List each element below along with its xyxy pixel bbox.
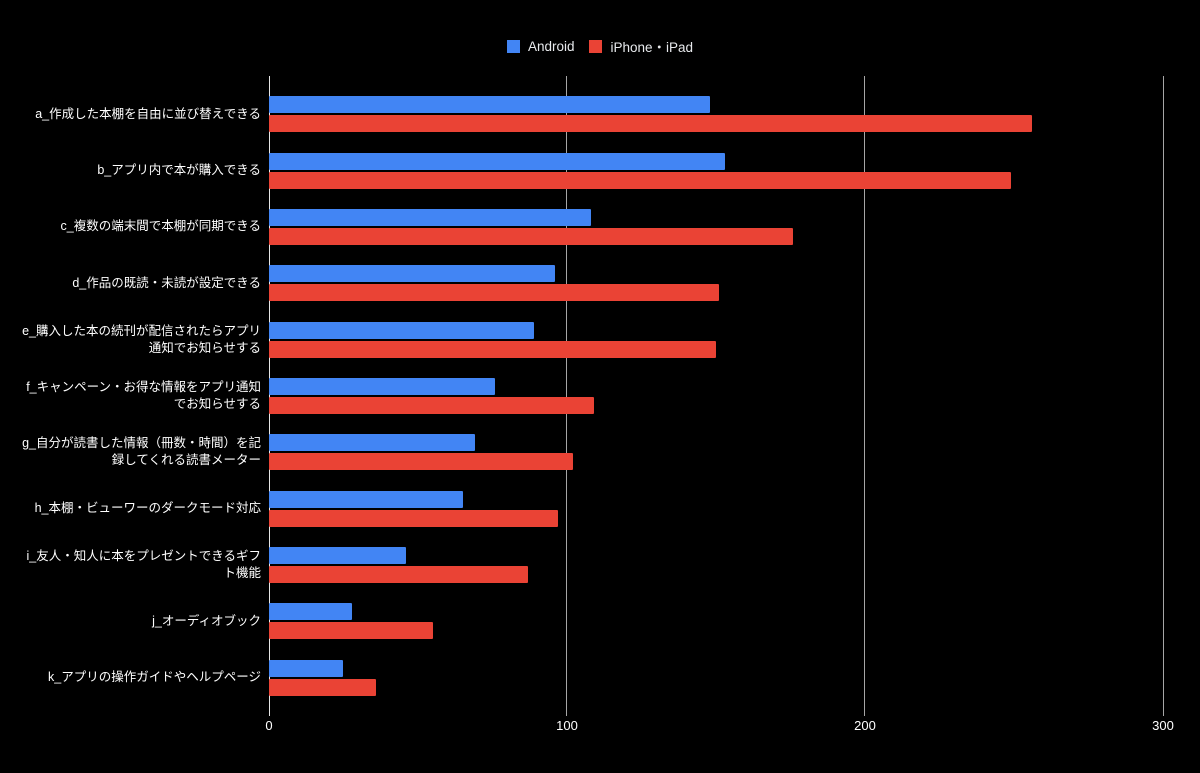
category-bar-group xyxy=(269,142,1163,198)
bar-android xyxy=(269,659,344,677)
category-label: k_アプリの操作ガイドやヘルプページ xyxy=(48,670,261,685)
bar-android xyxy=(269,490,463,508)
legend-item-iphone-ipad: iPhone・iPad xyxy=(589,36,693,56)
category-bar-group xyxy=(269,481,1163,537)
category-bar-group xyxy=(269,311,1163,367)
gridline xyxy=(1162,76,1164,716)
bar-android xyxy=(269,434,475,452)
category-bar-group xyxy=(269,537,1163,593)
x-tick-label: 100 xyxy=(556,718,578,733)
x-tick-label: 200 xyxy=(854,718,876,733)
bar-iphone-ipad xyxy=(269,340,716,358)
bar-iphone-ipad xyxy=(269,171,1012,189)
bar-iphone-ipad xyxy=(269,453,573,471)
x-tick-label: 300 xyxy=(1152,718,1174,733)
category-bar-group xyxy=(269,650,1163,706)
gridline xyxy=(864,76,866,716)
bar-android xyxy=(269,208,591,226)
gridline xyxy=(566,76,568,716)
x-tick-label: 0 xyxy=(265,718,273,733)
category-label: e_購入した本の続刊が配信されたらアプリ通知でお知らせする xyxy=(22,323,261,355)
legend-item-android: Android xyxy=(506,38,575,54)
legend-swatch-icon xyxy=(589,39,603,53)
bar-iphone-ipad xyxy=(269,566,529,584)
category-label: h_本棚・ビューワーのダークモード対応 xyxy=(34,501,261,516)
category-label: f_キャンペーン・お得な情報をアプリ通知でお知らせする xyxy=(26,379,261,411)
chart-legend: Android iPhone・iPad xyxy=(0,36,1200,56)
bar-rows xyxy=(269,86,1163,706)
category-label: i_友人・知人に本をプレゼントできるギフト機能 xyxy=(26,549,261,581)
x-axis-tick-labels: 0 100 200 300 xyxy=(265,718,1173,736)
legend-label: iPhone・iPad xyxy=(610,40,694,55)
category-bar-group xyxy=(269,255,1163,311)
legend-swatch-icon xyxy=(506,39,520,53)
bar-android xyxy=(269,265,556,283)
bar-iphone-ipad xyxy=(269,396,594,414)
category-bar-group xyxy=(269,199,1163,255)
category-bar-group xyxy=(269,86,1163,142)
bar-iphone-ipad xyxy=(269,227,794,245)
category-bar-group xyxy=(269,593,1163,649)
bar-android xyxy=(269,603,353,621)
category-bar-group xyxy=(269,368,1163,424)
category-label: j_オーディオブック xyxy=(152,613,261,628)
bar-iphone-ipad xyxy=(269,284,719,302)
category-label: c_複数の端末間で本棚が同期できる xyxy=(60,219,261,234)
category-label: d_作品の既読・未読が設定できる xyxy=(72,275,261,290)
axis-baseline xyxy=(268,76,270,716)
category-label: b_アプリ内で本が購入できる xyxy=(97,163,261,178)
legend-label: Android xyxy=(527,38,575,54)
bar-iphone-ipad xyxy=(269,622,433,640)
category-label: a_作成した本棚を自由に並び替えできる xyxy=(35,106,261,121)
bar-android xyxy=(269,377,496,395)
bar-android xyxy=(269,152,725,170)
plot-area xyxy=(268,76,1164,716)
bar-iphone-ipad xyxy=(269,678,377,696)
category-label: g_自分が読書した情報（冊数・時間）を記録してくれる読書メーター xyxy=(22,436,261,468)
category-labels: a_作成した本棚を自由に並び替えできる b_アプリ内で本が購入できる c_複数の端末… xyxy=(0,86,261,706)
bar-android xyxy=(269,321,535,339)
category-bar-group xyxy=(269,424,1163,480)
bar-android xyxy=(269,547,407,565)
bar-android xyxy=(269,96,711,114)
bar-iphone-ipad xyxy=(269,509,559,527)
bar-iphone-ipad xyxy=(269,115,1032,133)
